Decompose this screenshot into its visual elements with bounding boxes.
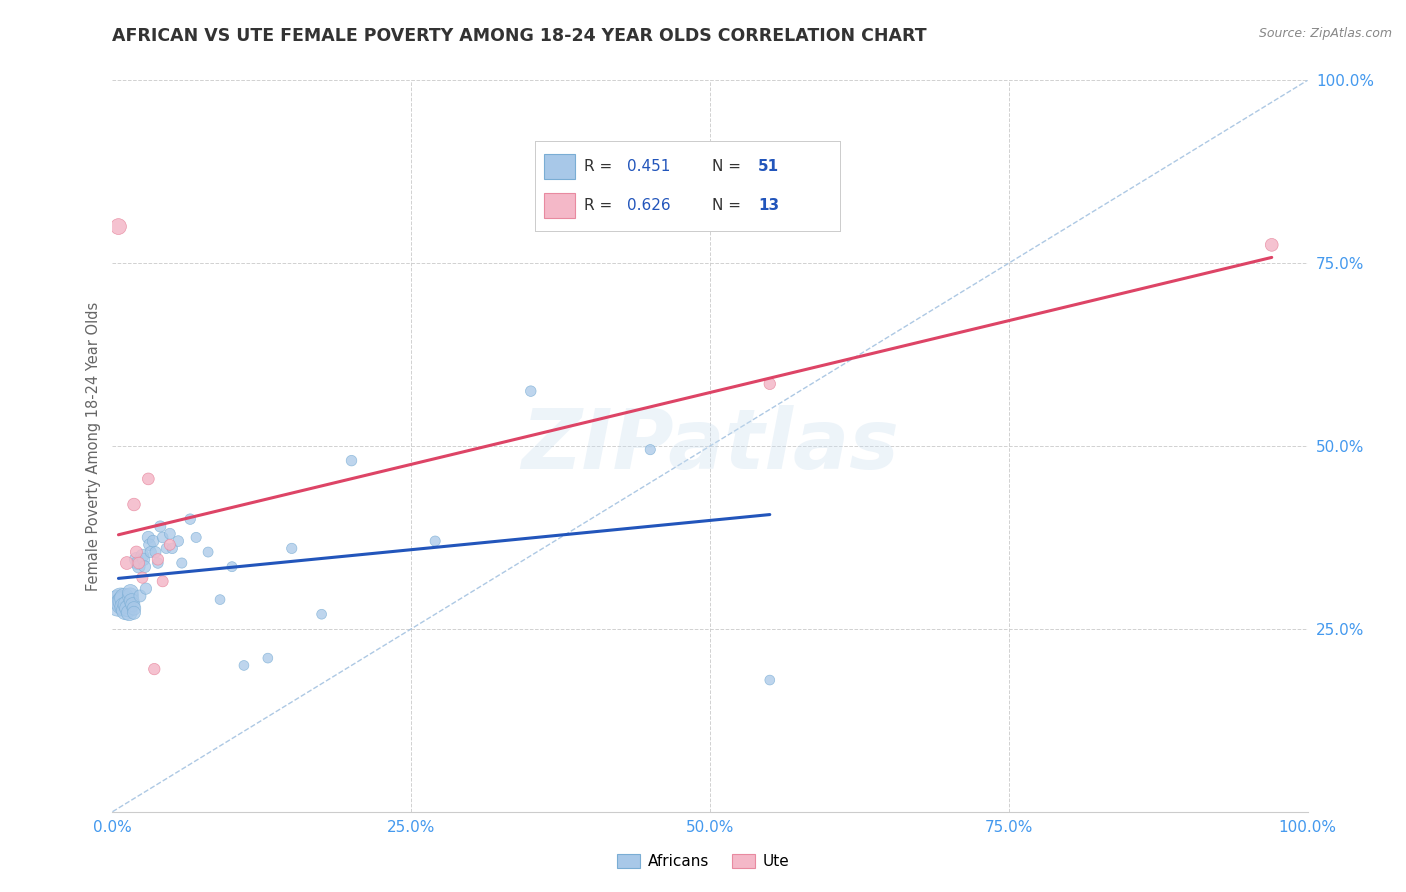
Point — [122, 498, 145, 512]
Point — [134, 559, 156, 574]
Bar — [544, 154, 575, 179]
Text: ZIPatlas: ZIPatlas — [522, 406, 898, 486]
Point — [221, 559, 243, 574]
Text: R =: R = — [583, 159, 617, 174]
Point — [1261, 237, 1284, 252]
Point — [145, 545, 167, 559]
Point — [311, 607, 333, 622]
Point — [159, 526, 181, 541]
Point — [233, 658, 256, 673]
Point — [143, 662, 166, 676]
Point — [152, 574, 174, 589]
Point — [186, 530, 208, 544]
Point — [281, 541, 304, 556]
Point — [167, 534, 190, 549]
Point — [114, 603, 136, 617]
Point — [118, 606, 141, 620]
Point — [138, 538, 160, 552]
Point — [425, 534, 447, 549]
Point — [179, 512, 201, 526]
Point — [759, 376, 782, 391]
Point — [152, 530, 174, 544]
Point — [121, 594, 143, 608]
Point — [125, 545, 148, 559]
Text: Source: ZipAtlas.com: Source: ZipAtlas.com — [1258, 27, 1392, 40]
Point — [131, 549, 153, 563]
Point — [114, 591, 135, 606]
Point — [132, 552, 155, 566]
Text: N =: N = — [713, 159, 747, 174]
Text: 0.626: 0.626 — [627, 198, 671, 213]
Text: AFRICAN VS UTE FEMALE POVERTY AMONG 18-24 YEAR OLDS CORRELATION CHART: AFRICAN VS UTE FEMALE POVERTY AMONG 18-2… — [112, 27, 927, 45]
Point — [197, 545, 219, 559]
Point — [340, 453, 363, 467]
Point — [520, 384, 543, 399]
Bar — [544, 194, 575, 219]
Point — [127, 556, 149, 570]
Point — [257, 651, 280, 665]
Point — [107, 219, 129, 234]
Text: 51: 51 — [758, 159, 779, 174]
Point — [125, 552, 148, 566]
Point — [131, 571, 153, 585]
Point — [759, 673, 782, 687]
Point — [122, 606, 145, 620]
Point — [129, 589, 152, 603]
Point — [121, 598, 143, 612]
Point — [110, 592, 132, 607]
Point — [159, 538, 181, 552]
Point — [117, 601, 139, 615]
Text: 0.451: 0.451 — [627, 159, 671, 174]
Point — [115, 556, 138, 570]
Point — [146, 556, 169, 570]
Point — [138, 472, 160, 486]
Point — [128, 556, 150, 570]
Text: 13: 13 — [758, 198, 779, 213]
Point — [149, 519, 172, 533]
Point — [170, 556, 193, 570]
Point — [139, 545, 162, 559]
Point — [111, 596, 134, 610]
Point — [107, 596, 129, 610]
Point — [640, 442, 662, 457]
Text: R =: R = — [583, 198, 617, 213]
Point — [122, 601, 145, 615]
Point — [115, 598, 138, 612]
Point — [155, 541, 177, 556]
Point — [162, 541, 183, 556]
Text: N =: N = — [713, 198, 747, 213]
Point — [112, 594, 135, 608]
Point — [135, 582, 157, 596]
Legend: Africans, Ute: Africans, Ute — [610, 848, 796, 875]
Point — [146, 552, 169, 566]
Point — [120, 585, 142, 599]
Y-axis label: Female Poverty Among 18-24 Year Olds: Female Poverty Among 18-24 Year Olds — [86, 301, 101, 591]
Point — [209, 592, 232, 607]
Point — [138, 530, 160, 544]
Point — [120, 589, 142, 603]
Point — [142, 534, 165, 549]
Point — [114, 599, 135, 614]
Point — [128, 559, 150, 574]
